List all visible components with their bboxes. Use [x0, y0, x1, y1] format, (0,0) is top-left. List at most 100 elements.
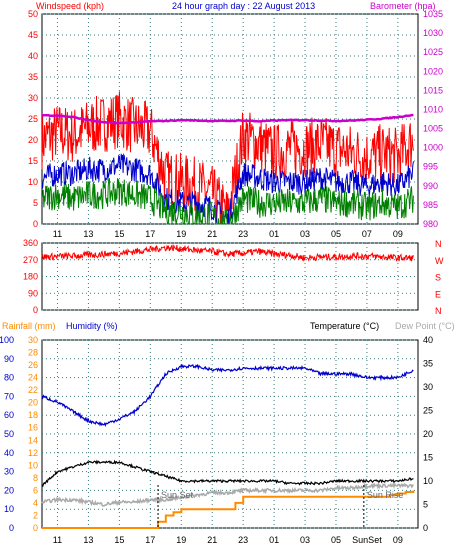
dewpoint-axis-title: Dew Point (°C)	[395, 321, 455, 331]
temperature-y-tick-label: 10	[423, 476, 433, 486]
rain-y-tick-label: 4	[33, 498, 38, 508]
x-tick-label: 01	[269, 535, 279, 545]
temperature-y-tick-label: 20	[423, 429, 433, 439]
barometer-y-tick-label: 1020	[423, 66, 443, 76]
x-tick-label: 11	[53, 229, 62, 239]
humidity-y-tick-label: 70	[4, 391, 14, 401]
rain-y-tick-label: 14	[28, 435, 38, 445]
wind-y-tick-label: 0	[33, 219, 38, 229]
dewpoint-series-line	[41, 481, 415, 507]
barometer-y-tick-label: 1000	[423, 143, 443, 153]
humidity-y-tick-label: 40	[4, 448, 14, 458]
direction-y-tick-label: 360	[23, 238, 38, 248]
x-tick-label: 07	[362, 229, 372, 239]
x-tick-label: 17	[145, 229, 155, 239]
rain-y-tick-label: 24	[28, 373, 38, 383]
low-series-line	[41, 178, 414, 226]
barometer-y-tick-label: 1035	[423, 9, 443, 19]
compass-label: W	[435, 256, 444, 266]
humidity-y-tick-label: 90	[4, 354, 14, 364]
compass-label: N	[435, 239, 442, 249]
humidity-y-tick-label: 100	[0, 335, 14, 345]
humidity-y-tick-label: 60	[4, 410, 14, 420]
x-tick-label: 09	[393, 229, 403, 239]
temperature-y-tick-label: 15	[423, 453, 433, 463]
barometer-axis-title: Barometer (hpa)	[370, 1, 436, 11]
barometer-y-tick-label: 1025	[423, 47, 443, 57]
wind-barometer-panel: 0510152025303540455098098599099510001005…	[28, 9, 443, 239]
rain-y-tick-label: 26	[28, 360, 38, 370]
humidity-axis-title: Humidity (%)	[66, 321, 118, 331]
x-tick-label: 19	[176, 229, 186, 239]
barometer-series-line	[42, 113, 414, 125]
sunrise-label: Sun Rise	[367, 490, 404, 500]
chart-title: 24 hour graph day : 22 August 2013	[172, 1, 315, 11]
wind-y-tick-label: 45	[28, 30, 38, 40]
gust-series-line	[41, 91, 414, 225]
x-tick-label: 15	[114, 535, 124, 545]
humidity-series-line	[41, 363, 414, 428]
rainfall-axis-title: Rainfall (mm)	[2, 321, 56, 331]
humidity-y-tick-label: 50	[4, 429, 14, 439]
rain-y-tick-label: 10	[28, 460, 38, 470]
wind-y-tick-label: 30	[28, 93, 38, 103]
rain-y-tick-label: 0	[33, 523, 38, 533]
temperature-y-tick-label: 30	[423, 382, 433, 392]
x-tick-label: 05	[331, 229, 341, 239]
temperature-y-tick-label: 25	[423, 406, 433, 416]
sunset-label: Sun Set	[161, 490, 194, 500]
wind-y-tick-label: 25	[28, 114, 38, 124]
rain-y-tick-label: 8	[33, 473, 38, 483]
humidity-y-tick-label: 20	[4, 485, 14, 495]
barometer-y-tick-label: 995	[423, 162, 438, 172]
x-tick-label: 11	[53, 535, 62, 545]
wind-y-tick-label: 50	[28, 9, 38, 19]
compass-label: E	[435, 289, 441, 299]
wind-y-tick-label: 35	[28, 72, 38, 82]
rain-y-tick-label: 16	[28, 423, 38, 433]
wind-y-tick-label: 40	[28, 51, 38, 61]
barometer-y-tick-label: 1010	[423, 104, 443, 114]
x-tick-label: 15	[114, 229, 124, 239]
barometer-y-tick-label: 985	[423, 200, 438, 210]
direction-y-tick-label: 0	[33, 305, 38, 315]
temperature-series-line	[41, 459, 414, 487]
barometer-y-tick-label: 1030	[423, 28, 443, 38]
wind-y-tick-label: 10	[28, 177, 38, 187]
rain-y-tick-label: 28	[28, 348, 38, 358]
temperature-y-tick-label: 5	[423, 500, 428, 510]
temperature-axis-title: Temperature (°C)	[310, 321, 379, 331]
temperature-y-tick-label: 35	[423, 359, 433, 369]
barometer-y-tick-label: 980	[423, 219, 438, 229]
humidity-temperature-rain-panel: 0102030405060708090100024681012141618202…	[0, 335, 433, 545]
rain-y-tick-label: 6	[33, 485, 38, 495]
wind-y-tick-label: 20	[28, 135, 38, 145]
x-tick-label: 23	[238, 229, 248, 239]
rainfall-series-line	[42, 490, 415, 529]
direction-y-tick-label: 180	[23, 272, 38, 282]
x-tick-label: 21	[207, 229, 217, 239]
x-tick-label: 13	[83, 535, 93, 545]
humidity-y-tick-label: 10	[4, 504, 14, 514]
rain-y-tick-label: 18	[28, 410, 38, 420]
rain-y-tick-label: 12	[28, 448, 38, 458]
x-tick-label: SunSet	[352, 535, 382, 545]
rain-y-tick-label: 30	[28, 335, 38, 345]
x-tick-label: 01	[269, 229, 279, 239]
x-tick-label: 03	[300, 535, 310, 545]
humidity-y-tick-label: 30	[4, 467, 14, 477]
windspeed-axis-title: Windspeed (kph)	[36, 1, 104, 11]
rain-y-tick-label: 20	[28, 398, 38, 408]
x-tick-label: 21	[207, 535, 217, 545]
direction-y-tick-label: 270	[23, 255, 38, 265]
x-tick-label: 13	[83, 229, 93, 239]
rain-y-tick-label: 2	[33, 510, 38, 520]
humidity-y-tick-label: 80	[4, 373, 14, 383]
humidity-y-tick-label: 0	[9, 523, 14, 533]
barometer-y-tick-label: 1015	[423, 85, 443, 95]
x-tick-label: 23	[238, 535, 248, 545]
x-tick-label: 03	[300, 229, 310, 239]
